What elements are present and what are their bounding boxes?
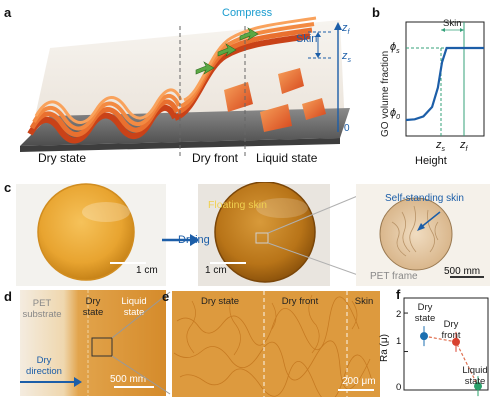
ra-data-point — [420, 332, 428, 341]
panel-d-photo — [20, 290, 166, 396]
panel-d-label: d — [4, 289, 12, 304]
dry-state-label-e: Dry state — [200, 296, 239, 307]
panel-c-label: c — [4, 180, 12, 195]
panel-e-label: e — [162, 289, 170, 304]
drying-label: Drying — [178, 234, 210, 246]
f-point-label-dry-front: Dry front — [441, 319, 461, 341]
scale-bar-e: 200 μm — [342, 376, 376, 387]
scale-bar-d: 500 mm — [110, 374, 147, 385]
drying-arrow-icon — [190, 234, 200, 246]
zs-label-a: zs — [342, 50, 351, 65]
b-xlabel: Height — [415, 155, 447, 167]
panel-b-label: b — [372, 5, 380, 20]
compress-label: Compress — [222, 7, 273, 19]
scale-bar-c3: 500 mm — [444, 266, 481, 277]
pet-substrate-label: PET substrate — [22, 298, 62, 320]
dry-front-label-e: Dry front — [281, 296, 319, 307]
scale-bar-c1: 1 cm — [136, 265, 158, 276]
zs-tick-b: zs — [436, 139, 445, 154]
scale-bar-c2: 1 cm — [205, 265, 227, 276]
dry-state-label-a: Dry state — [38, 151, 87, 165]
go-flakes-liquid — [224, 68, 326, 132]
skin-label-e: Skin — [354, 296, 374, 307]
pet-frame-label: PET frame — [370, 271, 418, 282]
go-sheets-dry — [27, 88, 183, 144]
panel-f-label: f — [396, 287, 401, 302]
dry-direction-arrow-icon — [74, 377, 82, 387]
liquid-state-label-a: Liquid state — [256, 151, 318, 165]
panel-f-chart — [403, 297, 489, 397]
self-standing-skin-disc — [379, 197, 453, 271]
ra-data-point — [474, 382, 482, 391]
skin-label-a: Skin — [296, 33, 318, 45]
self-standing-skin-label: Self-standing skin — [385, 193, 464, 204]
panel-b-chart — [405, 21, 485, 137]
volume-fraction-curve — [405, 46, 484, 122]
panel-a-illustration — [20, 16, 350, 158]
zf-label-a: zf — [342, 22, 350, 37]
zero-label-a: 0 — [344, 123, 350, 134]
b-ylabel: GO volume fraction — [380, 50, 391, 137]
dry-direction-label: Dry direction — [26, 355, 62, 377]
f-ytick-0: 0 — [396, 382, 402, 393]
f-point-label-dry-state: Dry state — [414, 302, 436, 324]
phi-s-label: ϕs — [390, 41, 400, 56]
f-point-label-liquid-state: Liquid state — [462, 365, 488, 387]
floating-skin-disc — [214, 182, 316, 283]
f-ytick-1: 1 — [396, 336, 402, 347]
liquid-disc — [37, 183, 135, 281]
panel-c-photos — [16, 182, 490, 286]
phi-0-label: ϕ0 — [390, 107, 401, 122]
zf-tick-b: zf — [460, 139, 468, 154]
panel-e-photo — [172, 291, 380, 397]
liquid-state-label-d: Liquid state — [121, 296, 147, 318]
panel-a-label: a — [4, 5, 12, 20]
dry-front-label-a: Dry front — [192, 151, 239, 165]
skin-label-b: Skin — [443, 18, 462, 29]
ra-data-point — [452, 337, 460, 346]
floating-skin-label: Floating skin — [208, 199, 267, 211]
dry-state-label-d: Dry state — [82, 296, 104, 318]
f-ytick-2: 2 — [396, 309, 402, 320]
